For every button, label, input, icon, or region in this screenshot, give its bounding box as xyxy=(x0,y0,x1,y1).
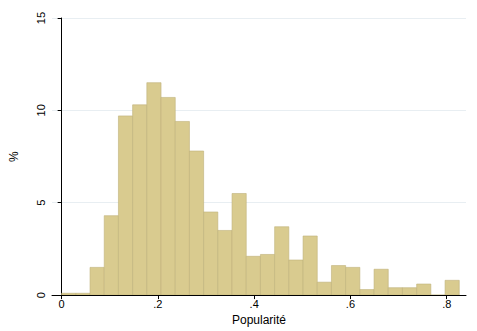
svg-text:%: % xyxy=(7,151,21,162)
svg-text:10: 10 xyxy=(35,104,47,116)
svg-text:.6: .6 xyxy=(346,298,355,310)
svg-text:.8: .8 xyxy=(442,298,451,310)
svg-text:.2: .2 xyxy=(153,298,162,310)
svg-text:0: 0 xyxy=(35,292,47,298)
svg-text:5: 5 xyxy=(35,200,47,206)
svg-text:Popularité: Popularité xyxy=(232,313,286,327)
svg-text:15: 15 xyxy=(35,12,47,24)
svg-text:.4: .4 xyxy=(250,298,259,310)
svg-text:0: 0 xyxy=(59,298,65,310)
